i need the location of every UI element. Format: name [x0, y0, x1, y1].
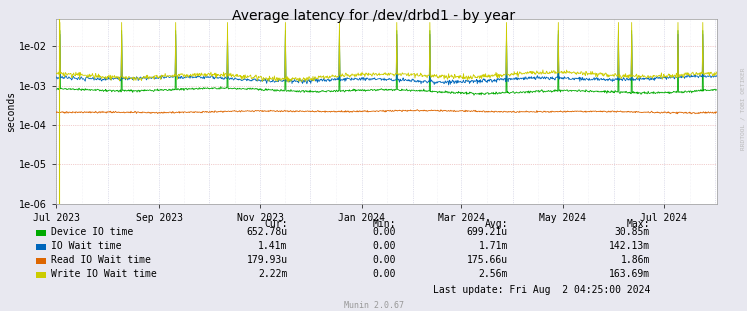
Text: Avg:: Avg: [485, 219, 508, 229]
Text: Device IO time: Device IO time [51, 227, 133, 237]
Text: 0.00: 0.00 [373, 255, 396, 265]
Text: Max:: Max: [627, 219, 650, 229]
Text: RRDTOOL / TOBI OETIKER: RRDTOOL / TOBI OETIKER [740, 67, 746, 150]
Text: 1.41m: 1.41m [258, 241, 288, 251]
Text: Average latency for /dev/drbd1 - by year: Average latency for /dev/drbd1 - by year [232, 9, 515, 23]
Text: 163.69m: 163.69m [609, 269, 650, 279]
Text: 142.13m: 142.13m [609, 241, 650, 251]
Text: Munin 2.0.67: Munin 2.0.67 [344, 301, 403, 310]
Text: Read IO Wait time: Read IO Wait time [51, 255, 151, 265]
Text: Write IO Wait time: Write IO Wait time [51, 269, 157, 279]
Text: 652.78u: 652.78u [247, 227, 288, 237]
Text: 30.85m: 30.85m [615, 227, 650, 237]
Text: 0.00: 0.00 [373, 269, 396, 279]
Text: 175.66u: 175.66u [467, 255, 508, 265]
Text: 0.00: 0.00 [373, 227, 396, 237]
Text: 1.86m: 1.86m [621, 255, 650, 265]
Text: Last update: Fri Aug  2 04:25:00 2024: Last update: Fri Aug 2 04:25:00 2024 [433, 285, 650, 295]
Text: Min:: Min: [373, 219, 396, 229]
Text: 179.93u: 179.93u [247, 255, 288, 265]
Text: 2.22m: 2.22m [258, 269, 288, 279]
Text: 699.21u: 699.21u [467, 227, 508, 237]
Y-axis label: seconds: seconds [6, 91, 16, 132]
Text: 0.00: 0.00 [373, 241, 396, 251]
Text: 2.56m: 2.56m [479, 269, 508, 279]
Text: IO Wait time: IO Wait time [51, 241, 121, 251]
Text: 1.71m: 1.71m [479, 241, 508, 251]
Text: Cur:: Cur: [264, 219, 288, 229]
